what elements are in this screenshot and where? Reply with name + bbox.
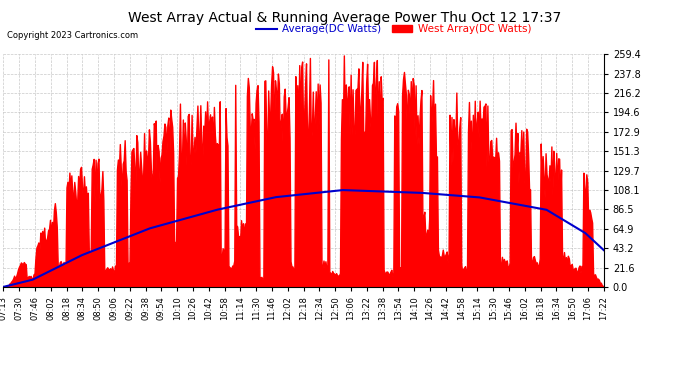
Text: West Array Actual & Running Average Power Thu Oct 12 17:37: West Array Actual & Running Average Powe… — [128, 11, 562, 25]
Legend: Average(DC Watts), West Array(DC Watts): Average(DC Watts), West Array(DC Watts) — [252, 20, 535, 38]
Text: Copyright 2023 Cartronics.com: Copyright 2023 Cartronics.com — [7, 30, 138, 39]
